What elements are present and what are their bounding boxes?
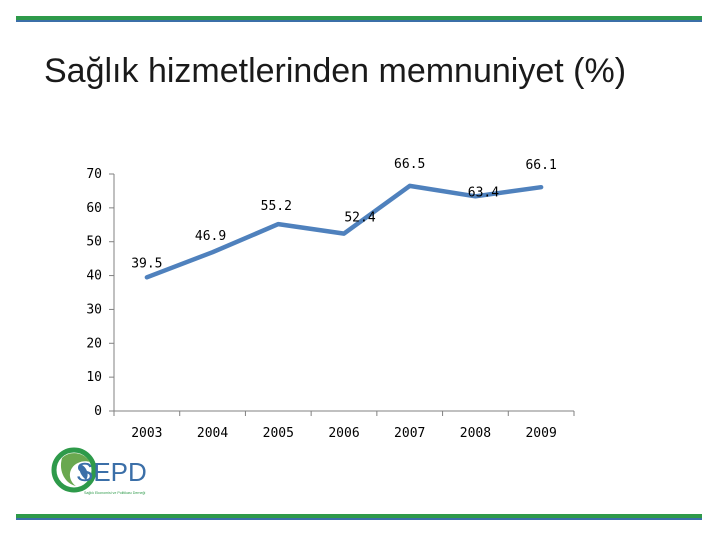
logo-subtitle: Sağlık Ekonomisi ve Politikası Derneği bbox=[84, 491, 146, 495]
data-label: 39.5 bbox=[131, 256, 162, 271]
data-label: 52.4 bbox=[344, 211, 375, 226]
y-tick-label: 30 bbox=[86, 302, 102, 317]
data-label: 55.2 bbox=[261, 199, 292, 214]
y-tick-label: 50 bbox=[86, 235, 102, 250]
data-label: 66.5 bbox=[394, 157, 425, 172]
y-tick-label: 20 bbox=[86, 336, 102, 351]
x-tick-label: 2007 bbox=[394, 426, 425, 441]
x-axis-ticks: 2003 2004 2005 2006 2007 2008 2009 bbox=[113, 411, 575, 441]
slide-title: Sağlık hizmetlerinden memnuniyet (%) bbox=[44, 52, 627, 90]
data-label: 63.4 bbox=[468, 185, 499, 200]
sepd-logo-icon bbox=[51, 447, 97, 493]
data-label: 66.1 bbox=[525, 158, 556, 173]
series-group bbox=[144, 183, 544, 280]
y-tick-label: 40 bbox=[86, 269, 102, 284]
x-tick-label: 2004 bbox=[197, 426, 228, 441]
sepd-logo: SEPD Sağlık Ekonomisi ve Politikası Dern… bbox=[51, 447, 147, 495]
bottom-divider bbox=[16, 514, 702, 520]
logo-text: SEPD bbox=[76, 457, 147, 487]
chart-axes bbox=[113, 174, 574, 412]
top-divider bbox=[16, 16, 702, 22]
x-tick-label: 2009 bbox=[525, 426, 556, 441]
data-labels: 39.5 46.9 55.2 52.4 66.5 63.4 66.1 bbox=[131, 157, 557, 271]
series-line bbox=[144, 183, 544, 280]
x-tick-label: 2006 bbox=[328, 426, 359, 441]
data-label: 46.9 bbox=[195, 229, 226, 244]
x-tick-label: 2008 bbox=[460, 426, 491, 441]
y-tick-label: 70 bbox=[86, 167, 102, 182]
x-tick-label: 2005 bbox=[263, 426, 294, 441]
y-axis-ticks: 0 10 20 30 40 50 60 70 bbox=[86, 167, 114, 419]
x-tick-label: 2003 bbox=[131, 426, 162, 441]
y-tick-label: 10 bbox=[86, 370, 102, 385]
y-tick-label: 0 bbox=[94, 404, 102, 419]
y-tick-label: 60 bbox=[86, 201, 102, 216]
